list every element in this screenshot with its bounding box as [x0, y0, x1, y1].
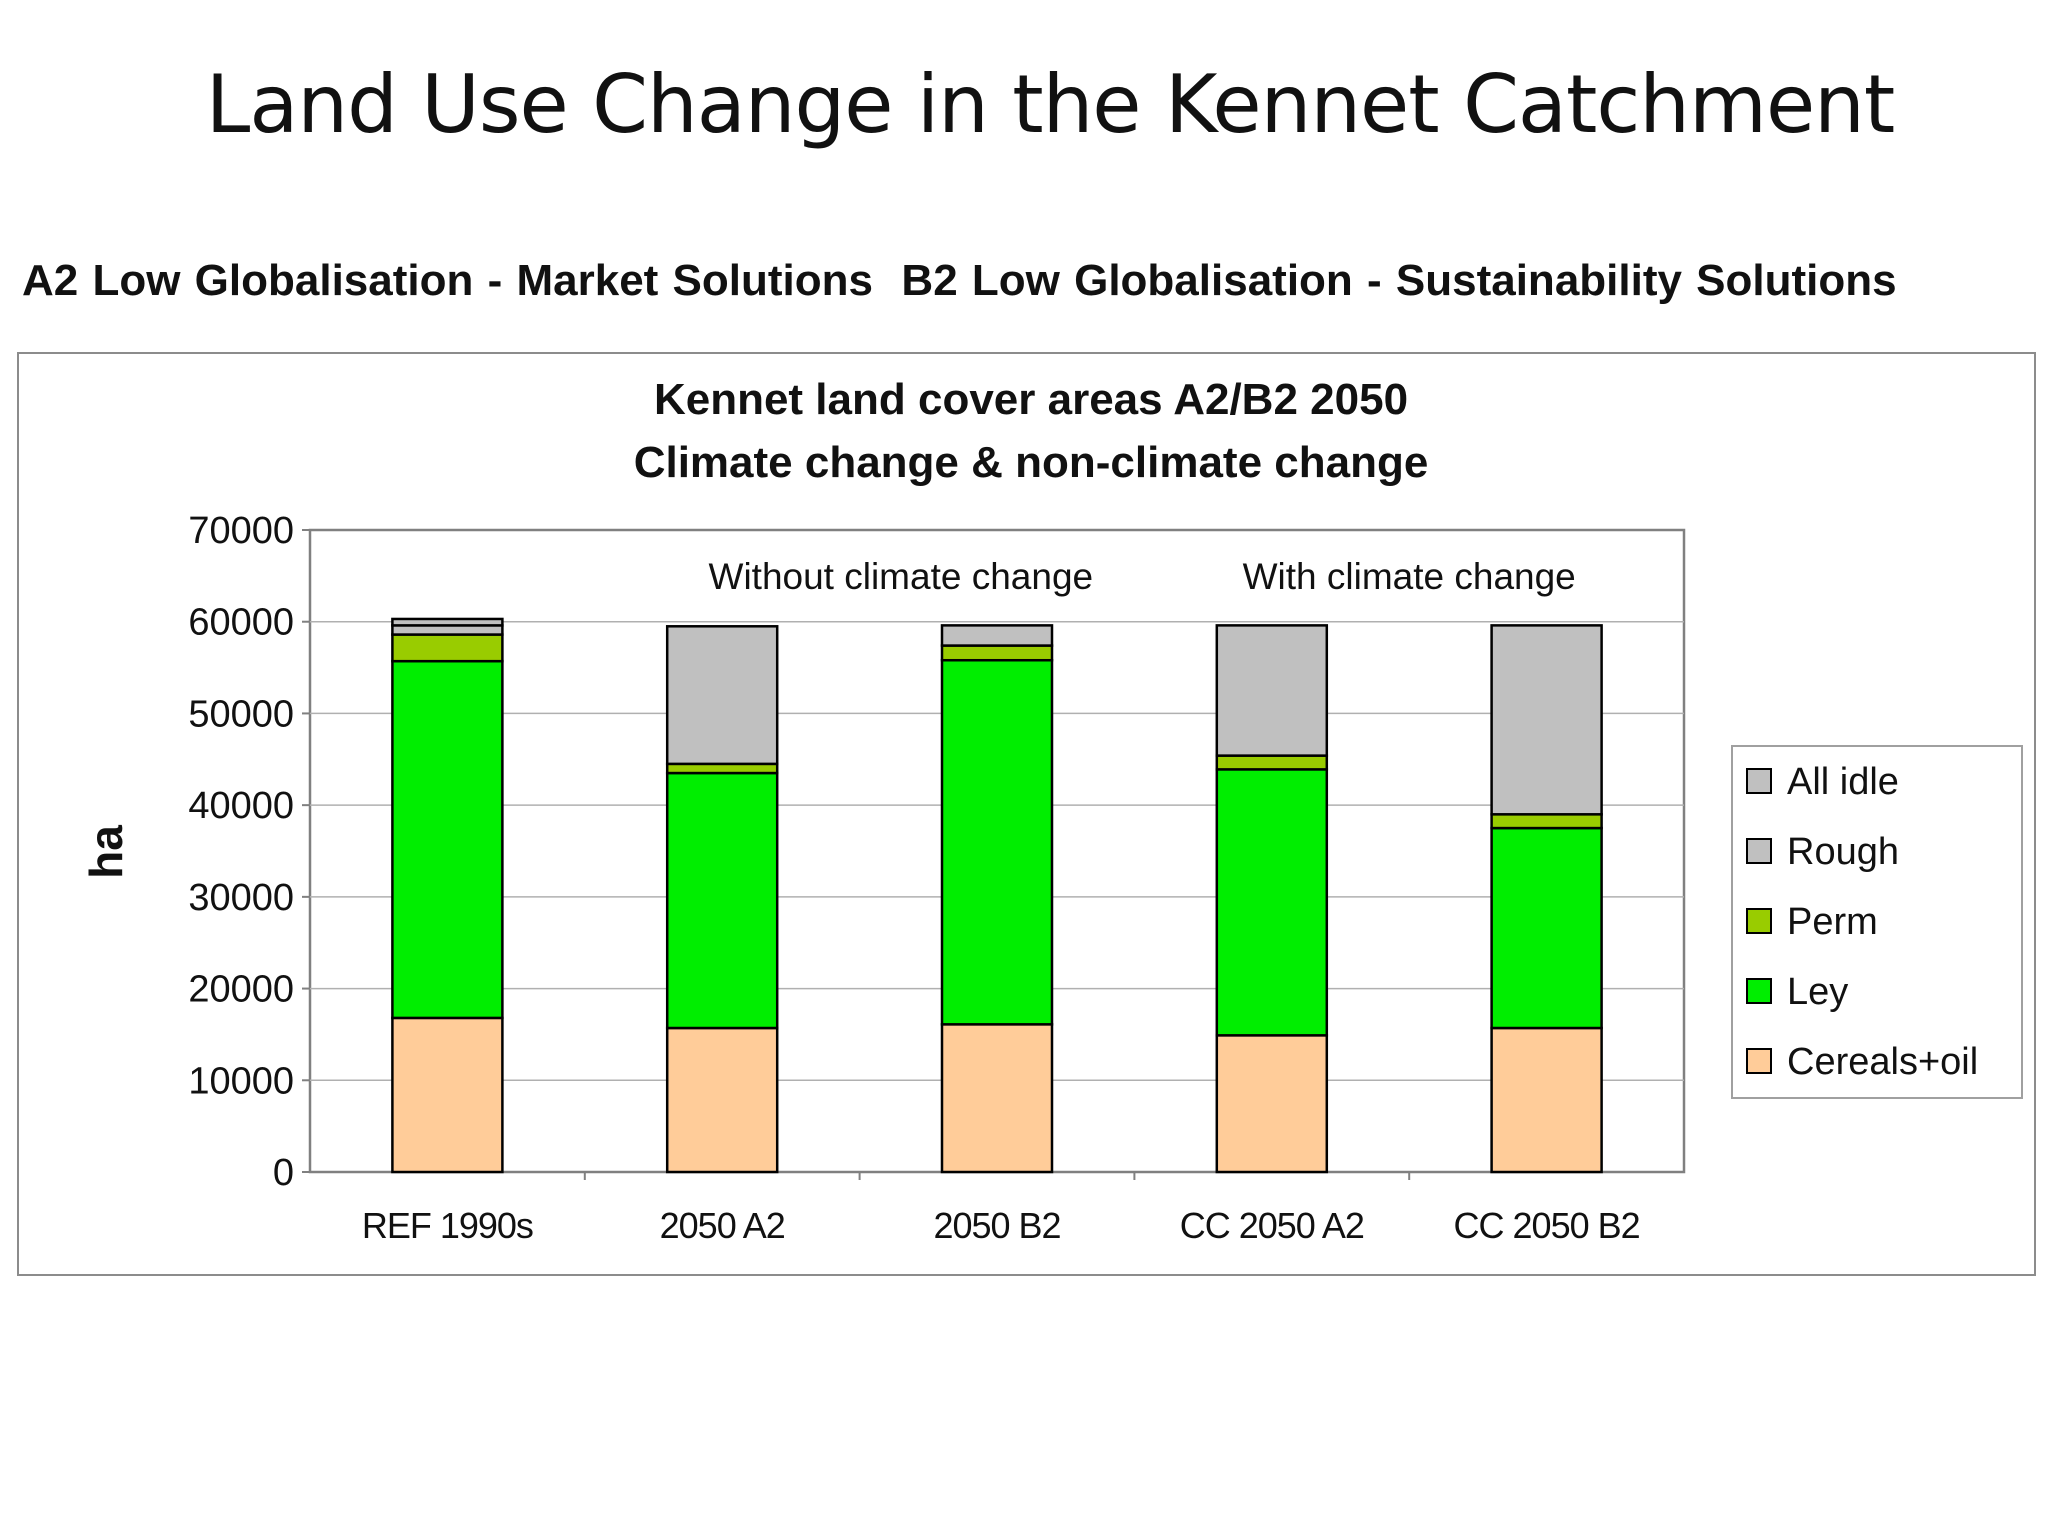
x-tick-label: CC 2050 B2 [1454, 1205, 1640, 1246]
bar-segment [665, 762, 779, 775]
chart: Kennet land cover areas A2/B2 2050 Clima… [80, 375, 2023, 1246]
x-tick-label: 2050 B2 [933, 1205, 1060, 1246]
chart-annotation: Without climate change [709, 556, 1094, 597]
y-tick-label: 30000 [188, 877, 294, 919]
bar-segment [391, 624, 504, 636]
bar-segment [1490, 813, 1603, 830]
bar-segment [391, 1016, 504, 1174]
legend-swatch [1746, 768, 1772, 794]
legend-label: Cereals+oil [1787, 1041, 1978, 1083]
bar-segment [1215, 624, 1329, 757]
bar-segment [665, 771, 779, 1030]
slide-title: Land Use Change in the Kennet Catchment [205, 58, 1895, 151]
y-tick-label: 50000 [188, 693, 294, 735]
chart-frame: Kennet land cover areas A2/B2 2050 Clima… [17, 352, 2036, 1276]
x-tick-label: 2050 A2 [660, 1205, 785, 1246]
legend: All idle Rough Perm Ley Cereals+oil [1731, 745, 2023, 1099]
y-tick-label: 60000 [188, 602, 294, 644]
y-tick-label: 0 [273, 1152, 294, 1194]
y-tick-label: 70000 [188, 510, 294, 552]
x-tick-label: CC 2050 A2 [1180, 1205, 1364, 1246]
chart-subtitle: Climate change & non-climate change [634, 438, 1429, 487]
scenario-caption: A2 Low Globalisation - Market Solutions … [22, 256, 1897, 306]
chart-annotation: With climate change [1243, 556, 1576, 597]
legend-swatch [1746, 908, 1772, 934]
plot-area: 0 10000 20000 30000 40000 50000 60000 70000 REF … [188, 510, 1686, 1246]
legend-swatch [1746, 1048, 1772, 1074]
chart-title: Kennet land cover areas A2/B2 2050 [654, 375, 1408, 424]
legend-label: Perm [1787, 901, 1878, 943]
bar-segment [940, 1023, 1054, 1174]
bar-segment [1215, 1034, 1329, 1174]
bar-segment [1215, 768, 1329, 1037]
legend-box [1731, 745, 2023, 1099]
y-tick-label: 10000 [188, 1060, 294, 1102]
bar-segment [391, 633, 504, 663]
bar-segment [940, 644, 1054, 662]
legend-swatch [1746, 838, 1772, 864]
y-axis-label: ha [80, 825, 132, 879]
legend-label: Rough [1787, 831, 1899, 873]
bar-segment [940, 658, 1054, 1026]
bar-segment [1490, 826, 1603, 1030]
bar-segment [1215, 754, 1329, 771]
bar-segment [1490, 1026, 1603, 1174]
bar-segment [1490, 624, 1603, 816]
scenario-caption-b2: B2 Low Globalisation - Sustainability So… [901, 256, 1897, 305]
x-tick-label: REF 1990s [362, 1205, 533, 1246]
legend-label: All idle [1787, 761, 1899, 803]
legend-label: Ley [1787, 971, 1848, 1013]
bar-segment [665, 1026, 779, 1174]
legend-swatch [1746, 978, 1772, 1004]
bar-segment [940, 624, 1054, 647]
bar-segment [665, 625, 779, 766]
bar-segment [391, 617, 504, 627]
scenario-caption-a2: A2 Low Globalisation - Market Solutions [22, 256, 873, 305]
y-tick-label: 40000 [188, 785, 294, 827]
y-tick-label: 20000 [188, 969, 294, 1011]
bar-segment [391, 659, 504, 1020]
